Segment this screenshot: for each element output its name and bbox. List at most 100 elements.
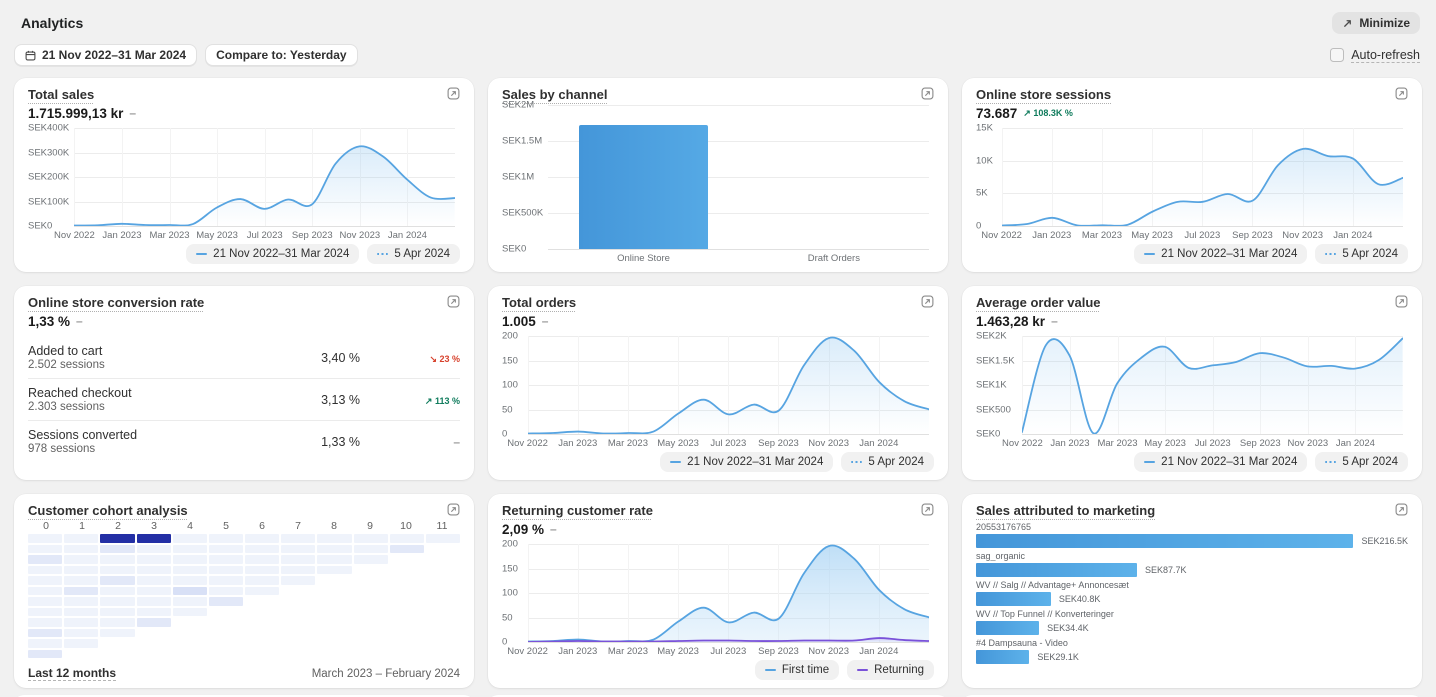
card-title-sales-by-channel[interactable]: Sales by channel xyxy=(502,87,608,102)
y-axis-label: 10K xyxy=(976,155,993,167)
solid-series-swatch xyxy=(670,461,682,463)
heatmap-column-label: 5 xyxy=(223,520,229,532)
auto-refresh-toggle[interactable]: Auto-refresh xyxy=(1330,48,1420,62)
legend-chip[interactable]: 5 Apr 2024 xyxy=(1315,452,1408,472)
y-axis-label: 0 xyxy=(502,428,508,440)
view-report-icon[interactable] xyxy=(921,295,934,308)
heatmap-cell xyxy=(100,618,135,627)
card-title-average-order-value[interactable]: Average order value xyxy=(976,295,1101,310)
y-axis-label: SEK1.5M xyxy=(502,135,543,147)
gridline xyxy=(548,105,929,106)
card-title-returning-customer-rate[interactable]: Returning customer rate xyxy=(502,503,653,518)
card-title-cohort-analysis[interactable]: Customer cohort analysis xyxy=(28,503,188,518)
legend-chip[interactable]: 21 Nov 2022–31 Mar 2024 xyxy=(1134,244,1308,264)
dotted-series-swatch xyxy=(851,461,863,463)
metric-delta: – xyxy=(129,106,137,120)
plot-area: SEK2M SEK1.5M SEK1M SEK500K SEK0 xyxy=(502,100,929,255)
x-axis-label: Nov 2023 xyxy=(808,646,849,657)
date-range-button[interactable]: 21 Nov 2022–31 Mar 2024 xyxy=(14,44,198,66)
y-axis-label: SEK2K xyxy=(976,330,1007,342)
heatmap-cell xyxy=(136,565,171,574)
chart-legend: 21 Nov 2022–31 Mar 2024 5 Apr 2024 xyxy=(976,244,1408,264)
heatmap-row xyxy=(28,555,460,564)
view-report-icon[interactable] xyxy=(1395,295,1408,308)
chart-legend: 21 Nov 2022–31 Mar 2024 5 Apr 2024 xyxy=(976,452,1408,472)
metric-value: 2,09 % xyxy=(502,521,545,537)
heatmap-column-label: 8 xyxy=(331,520,337,532)
y-axis-label: SEK100K xyxy=(28,196,70,207)
heatmap-cell xyxy=(64,544,99,553)
y-axis-label: SEK0 xyxy=(502,243,527,255)
legend-chip[interactable]: 5 Apr 2024 xyxy=(841,452,934,472)
metric-value: 73.687 xyxy=(976,105,1018,121)
minimize-button[interactable]: Minimize xyxy=(1332,12,1420,34)
x-axis-label: Jan 2023 xyxy=(102,230,142,241)
view-report-icon[interactable] xyxy=(921,503,934,516)
marketing-bar-row: SEK216.5K xyxy=(976,534,1408,548)
marketing-bar-item: WV // Top Funnel // Konverteringer SEK34.… xyxy=(976,609,1408,635)
heatmap-column-label: 7 xyxy=(295,520,301,532)
heatmap-row xyxy=(28,639,460,648)
y-axis-label: 200 xyxy=(502,538,518,550)
view-report-icon[interactable] xyxy=(447,295,460,308)
legend-chip[interactable]: 21 Nov 2022–31 Mar 2024 xyxy=(186,244,360,264)
marketing-bar-label: sag_organic xyxy=(976,551,1026,561)
auto-refresh-checkbox[interactable] xyxy=(1330,48,1345,62)
y-axis-label: 100 xyxy=(502,587,518,599)
date-range-label: 21 Nov 2022–31 Mar 2024 xyxy=(42,48,187,62)
gridline xyxy=(527,434,929,435)
legend-chip[interactable]: 5 Apr 2024 xyxy=(1315,244,1408,264)
heatmap-cell xyxy=(208,544,243,553)
x-axis-label: Nov 2022 xyxy=(507,438,548,449)
cohort-range-button[interactable]: Last 12 months xyxy=(28,666,117,680)
view-report-icon[interactable] xyxy=(447,87,460,100)
heatmap-row xyxy=(28,628,460,637)
card-title-sessions[interactable]: Online store sessions xyxy=(976,87,1112,102)
legend-chip[interactable]: Returning xyxy=(847,660,934,680)
compare-button[interactable]: Compare to: Yesterday xyxy=(205,44,358,66)
view-report-icon[interactable] xyxy=(447,503,460,516)
view-report-icon[interactable] xyxy=(1395,87,1408,100)
x-axis-label: May 2023 xyxy=(1144,438,1186,449)
legend-chip[interactable]: 21 Nov 2022–31 Mar 2024 xyxy=(1134,452,1308,472)
funnel-row: Reached checkout 2.303 sessions 3,13 % ↗ 11… xyxy=(28,378,460,420)
x-axis-label: Sep 2023 xyxy=(758,438,799,449)
card-title-total-orders[interactable]: Total orders xyxy=(502,295,577,310)
legend-chip[interactable]: First time xyxy=(754,660,840,680)
funnel-step: Sessions converted 978 sessions xyxy=(28,428,280,455)
y-axis-label: SEK1K xyxy=(976,379,1007,391)
card-stub xyxy=(488,695,948,697)
gridline xyxy=(678,336,680,434)
view-report-icon[interactable] xyxy=(1395,503,1408,516)
card-title-conversion-rate[interactable]: Online store conversion rate xyxy=(28,295,205,310)
legend-chip[interactable]: 21 Nov 2022–31 Mar 2024 xyxy=(660,452,834,472)
calendar-icon xyxy=(25,50,36,61)
total-orders-chart: 200 150 100 50 0 Nov 2022 Jan 2023 Mar 2023 May … xyxy=(502,331,934,449)
heatmap-cell xyxy=(245,544,280,553)
x-axis-label: Sep 2023 xyxy=(758,646,799,657)
sales-by-channel-chart: SEK2M SEK1.5M SEK1M SEK500K SEK0 Online Store… xyxy=(502,100,934,264)
card-title-sales-marketing[interactable]: Sales attributed to marketing xyxy=(976,503,1156,518)
heatmap-cell xyxy=(28,607,63,616)
card-title-total-sales[interactable]: Total sales xyxy=(28,87,95,102)
heatmap-cell xyxy=(136,618,171,627)
heatmap-cell xyxy=(389,544,424,553)
heatmap-row xyxy=(28,534,460,543)
x-axis-label: Jan 2023 xyxy=(1032,230,1072,241)
cards-grid: Total sales 1.715.999,13 kr – SEK400K SEK… xyxy=(14,78,1422,688)
legend-chip[interactable]: 5 Apr 2024 xyxy=(367,244,460,264)
funnel-step-rate: 1,33 % xyxy=(321,434,360,449)
view-report-icon[interactable] xyxy=(921,87,934,100)
card-returning-customer-rate: Returning customer rate 2,09 % – 200 150 1… xyxy=(488,494,948,688)
marketing-bar xyxy=(976,621,1040,635)
x-axis-label: Sep 2023 xyxy=(1239,438,1281,449)
marketing-bar-row: SEK87.7K xyxy=(976,563,1408,577)
x-axis-label: Jan 2024 xyxy=(859,646,899,657)
gridline xyxy=(169,128,171,226)
cohort-range-label: March 2023 – February 2024 xyxy=(311,668,460,680)
x-axis-label: Draft Orders xyxy=(807,253,860,264)
heatmap-cell xyxy=(64,586,99,595)
solid-series-swatch xyxy=(857,669,869,671)
line-chart-canvas xyxy=(74,128,455,226)
heatmap-cell xyxy=(172,555,207,564)
